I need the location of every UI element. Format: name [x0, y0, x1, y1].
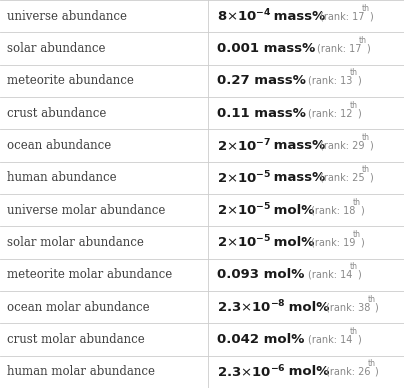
Text: th: th	[359, 36, 366, 45]
Text: ): )	[366, 43, 370, 54]
Text: universe abundance: universe abundance	[7, 10, 127, 23]
Text: (rank: 25: (rank: 25	[320, 173, 364, 183]
Text: $\mathbf{8}{\times}\mathbf{10}^{\mathbf{-4}}$: $\mathbf{8}{\times}\mathbf{10}^{\mathbf{…	[217, 8, 271, 24]
Text: crust molar abundance: crust molar abundance	[7, 333, 145, 346]
Text: (rank: 17: (rank: 17	[320, 11, 364, 21]
Text: $\mathbf{2}{\times}\mathbf{10}^{\mathbf{-5}}$: $\mathbf{2}{\times}\mathbf{10}^{\mathbf{…	[217, 202, 271, 218]
Text: th: th	[350, 100, 358, 109]
Text: (rank: 14: (rank: 14	[308, 270, 352, 280]
Text: ocean abundance: ocean abundance	[7, 139, 112, 152]
Text: 0.093 mol%: 0.093 mol%	[217, 268, 304, 281]
Text: $\mathbf{2}{\times}\mathbf{10}^{\mathbf{-5}}$: $\mathbf{2}{\times}\mathbf{10}^{\mathbf{…	[217, 170, 271, 186]
Text: $\mathbf{2.3}{\times}\mathbf{10}^{\mathbf{-6}}$: $\mathbf{2.3}{\times}\mathbf{10}^{\mathb…	[217, 364, 286, 380]
Text: th: th	[362, 133, 370, 142]
Text: solar abundance: solar abundance	[7, 42, 106, 55]
Text: ): )	[375, 367, 379, 377]
Text: mol%: mol%	[269, 204, 315, 217]
Text: ): )	[357, 76, 361, 86]
Text: 0.27 mass%: 0.27 mass%	[217, 74, 306, 87]
Text: (rank: 17: (rank: 17	[317, 43, 361, 54]
Text: ): )	[369, 173, 373, 183]
Text: $\mathbf{2}{\times}\mathbf{10}^{\mathbf{-5}}$: $\mathbf{2}{\times}\mathbf{10}^{\mathbf{…	[217, 234, 271, 251]
Text: solar molar abundance: solar molar abundance	[7, 236, 144, 249]
Text: th: th	[350, 327, 358, 336]
Text: ): )	[357, 334, 361, 345]
Text: 0.042 mol%: 0.042 mol%	[217, 333, 304, 346]
Text: ): )	[357, 108, 361, 118]
Text: mass%: mass%	[269, 171, 326, 184]
Text: (rank: 19: (rank: 19	[311, 237, 356, 248]
Text: (rank: 14: (rank: 14	[308, 334, 352, 345]
Text: th: th	[368, 359, 375, 368]
Text: (rank: 13: (rank: 13	[308, 76, 352, 86]
Text: mass%: mass%	[269, 10, 326, 23]
Text: ): )	[375, 302, 379, 312]
Text: (rank: 18: (rank: 18	[311, 205, 356, 215]
Text: ): )	[357, 270, 361, 280]
Text: ocean molar abundance: ocean molar abundance	[7, 301, 150, 314]
Text: ): )	[360, 205, 364, 215]
Text: (rank: 26: (rank: 26	[326, 367, 370, 377]
Text: mol%: mol%	[269, 236, 315, 249]
Text: mol%: mol%	[284, 301, 329, 314]
Text: mol%: mol%	[284, 365, 329, 378]
Text: ): )	[369, 140, 373, 151]
Text: crust abundance: crust abundance	[7, 107, 107, 120]
Text: ): )	[360, 237, 364, 248]
Text: (rank: 29: (rank: 29	[320, 140, 364, 151]
Text: $\mathbf{2}{\times}\mathbf{10}^{\mathbf{-7}}$: $\mathbf{2}{\times}\mathbf{10}^{\mathbf{…	[217, 137, 271, 154]
Text: (rank: 38: (rank: 38	[326, 302, 370, 312]
Text: universe molar abundance: universe molar abundance	[7, 204, 166, 217]
Text: human abundance: human abundance	[7, 171, 117, 184]
Text: th: th	[350, 262, 358, 271]
Text: th: th	[353, 230, 361, 239]
Text: 0.001 mass%: 0.001 mass%	[217, 42, 315, 55]
Text: th: th	[350, 68, 358, 77]
Text: $\mathbf{2.3}{\times}\mathbf{10}^{\mathbf{-8}}$: $\mathbf{2.3}{\times}\mathbf{10}^{\mathb…	[217, 299, 286, 315]
Text: th: th	[353, 197, 361, 206]
Text: mass%: mass%	[269, 139, 326, 152]
Text: meteorite molar abundance: meteorite molar abundance	[7, 268, 173, 281]
Text: 0.11 mass%: 0.11 mass%	[217, 107, 306, 120]
Text: (rank: 12: (rank: 12	[308, 108, 352, 118]
Text: th: th	[362, 165, 370, 174]
Text: ): )	[369, 11, 373, 21]
Text: meteorite abundance: meteorite abundance	[7, 74, 134, 87]
Text: th: th	[362, 3, 370, 12]
Text: human molar abundance: human molar abundance	[7, 365, 155, 378]
Text: th: th	[368, 294, 375, 303]
